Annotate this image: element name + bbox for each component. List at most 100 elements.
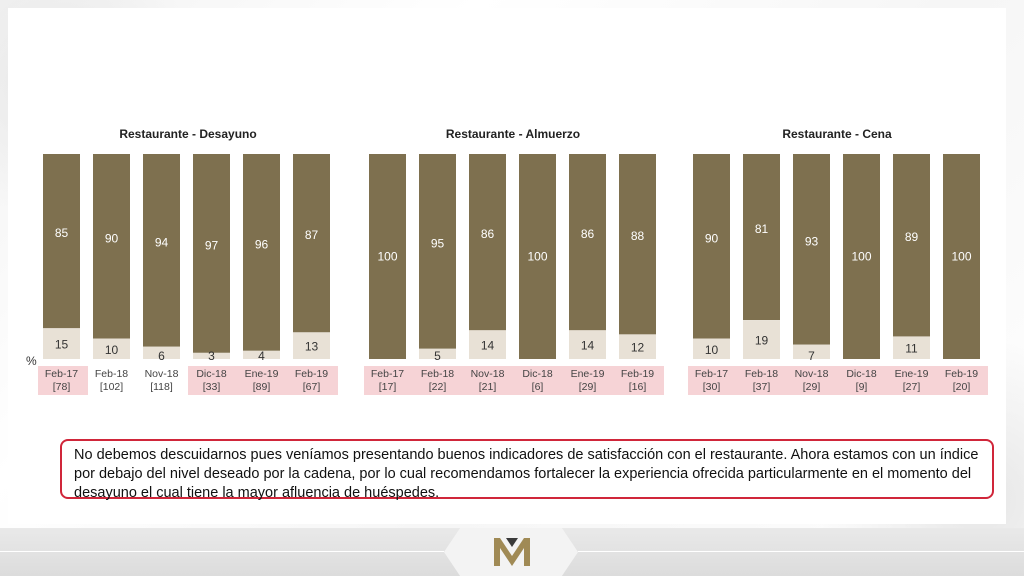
- category-highlight: [788, 366, 838, 395]
- category-label: Feb-17: [695, 368, 728, 380]
- data-label-unsatisfied: 5: [434, 349, 441, 363]
- data-label-satisfied: 81: [755, 222, 769, 236]
- data-label-satisfied: 95: [431, 236, 445, 250]
- bar-segment-unsatisfied: [143, 346, 180, 359]
- data-label-satisfied: 89: [905, 230, 919, 244]
- data-label-unsatisfied: 11: [905, 342, 918, 356]
- sample-size-label: [118]: [150, 381, 173, 393]
- data-label-satisfied: 100: [851, 250, 871, 264]
- category-highlight: [938, 366, 988, 395]
- data-label-unsatisfied: 3: [208, 349, 215, 363]
- category-label: Feb-17: [371, 368, 404, 380]
- bar-segment-unsatisfied: [693, 338, 730, 359]
- data-label-satisfied: 88: [631, 229, 645, 243]
- sample-size-label: [22]: [429, 381, 447, 393]
- bar-segment-satisfied: [143, 154, 180, 347]
- category-label: Dic-18: [196, 368, 227, 380]
- category-highlight: [238, 366, 288, 395]
- bar-segment-satisfied: [743, 154, 780, 321]
- data-label-satisfied: 87: [305, 228, 319, 242]
- data-label-satisfied: 90: [105, 231, 119, 245]
- bar-segment-satisfied: [619, 154, 656, 335]
- bar-segment-satisfied: [419, 154, 456, 349]
- sample-size-label: [67]: [303, 381, 321, 393]
- data-label-satisfied: 90: [705, 231, 719, 245]
- footer-divider-right: [578, 551, 1024, 552]
- data-label-unsatisfied: 13: [305, 340, 319, 354]
- bar-segment-unsatisfied: [193, 352, 230, 359]
- bar-segment-satisfied: [519, 154, 556, 359]
- category-highlight: [738, 366, 788, 395]
- bar-segment-satisfied: [893, 154, 930, 337]
- data-label-satisfied: 86: [581, 227, 595, 241]
- data-label-unsatisfied: 6: [158, 349, 165, 363]
- category-label: Ene-19: [245, 368, 279, 380]
- category-label: Dic-18: [846, 368, 877, 380]
- footer-divider-left: [0, 551, 444, 552]
- bar-segment-satisfied: [293, 154, 330, 333]
- sample-size-label: [78]: [53, 381, 71, 393]
- data-label-satisfied: 85: [55, 226, 69, 240]
- bar-segment-unsatisfied: [243, 350, 280, 359]
- bar-segment-unsatisfied: [419, 348, 456, 359]
- data-label-satisfied: 100: [951, 250, 971, 264]
- sample-size-label: [6]: [532, 381, 544, 393]
- category-label: Feb-18: [745, 368, 778, 380]
- category-label: Ene-19: [895, 368, 929, 380]
- category-label: Dic-18: [522, 368, 553, 380]
- category-label: Feb-19: [295, 368, 328, 380]
- category-highlight: [38, 366, 88, 395]
- bar-segment-satisfied: [243, 154, 280, 351]
- bar-segment-unsatisfied: [893, 336, 930, 359]
- category-label: Nov-18: [471, 368, 505, 380]
- category-label: Feb-19: [945, 368, 978, 380]
- category-label: Feb-17: [45, 368, 78, 380]
- sample-size-label: [9]: [856, 381, 868, 393]
- data-label-unsatisfied: 7: [808, 349, 815, 363]
- category-highlight: [288, 366, 338, 395]
- category-label: Nov-18: [145, 368, 179, 380]
- data-label-unsatisfied: 15: [55, 338, 69, 352]
- category-label: Nov-18: [795, 368, 829, 380]
- bar-segment-satisfied: [943, 154, 980, 359]
- data-label-satisfied: 100: [527, 250, 547, 264]
- sample-size-label: [16]: [629, 381, 647, 393]
- sample-size-label: [29]: [803, 381, 821, 393]
- data-label-satisfied: 96: [255, 237, 269, 251]
- bar-segment-unsatisfied: [793, 344, 830, 359]
- category-label: Feb-18: [95, 368, 128, 380]
- hotel-logo-icon: [494, 538, 530, 566]
- data-label-satisfied: 93: [805, 234, 819, 248]
- sample-size-label: [27]: [903, 381, 921, 393]
- data-label-satisfied: 97: [205, 238, 219, 252]
- bar-segment-satisfied: [469, 154, 506, 331]
- sample-size-label: [21]: [479, 381, 497, 393]
- category-label: Feb-18: [421, 368, 454, 380]
- bar-segment-satisfied: [43, 154, 80, 329]
- data-label-unsatisfied: 4: [258, 349, 265, 363]
- bar-segment-unsatisfied: [743, 320, 780, 359]
- sample-size-label: [37]: [753, 381, 771, 393]
- sample-size-label: [20]: [953, 381, 971, 393]
- sample-size-label: [29]: [579, 381, 597, 393]
- category-highlight: [364, 366, 414, 395]
- bar-segment-satisfied: [93, 154, 130, 339]
- category-highlight: [514, 366, 564, 395]
- category-highlight: [688, 366, 738, 395]
- sample-size-label: [30]: [703, 381, 721, 393]
- bar-segment-unsatisfied: [569, 330, 606, 359]
- category-highlight: [838, 366, 888, 395]
- bar-segment-satisfied: [793, 154, 830, 345]
- category-label: Feb-19: [621, 368, 654, 380]
- recommendation-note: No debemos descuidarnos pues veníamos pr…: [60, 439, 994, 501]
- category-highlight: [564, 366, 614, 395]
- bar-segment-unsatisfied: [43, 328, 80, 359]
- bar-segment-satisfied: [843, 154, 880, 359]
- sample-size-label: [89]: [253, 381, 271, 393]
- sample-size-label: [17]: [379, 381, 397, 393]
- data-label-unsatisfied: 14: [581, 339, 595, 353]
- bar-segment-unsatisfied: [293, 332, 330, 359]
- chart-title-desayuno: Restaurante - Desayuno: [119, 127, 257, 141]
- category-highlight: [188, 366, 238, 395]
